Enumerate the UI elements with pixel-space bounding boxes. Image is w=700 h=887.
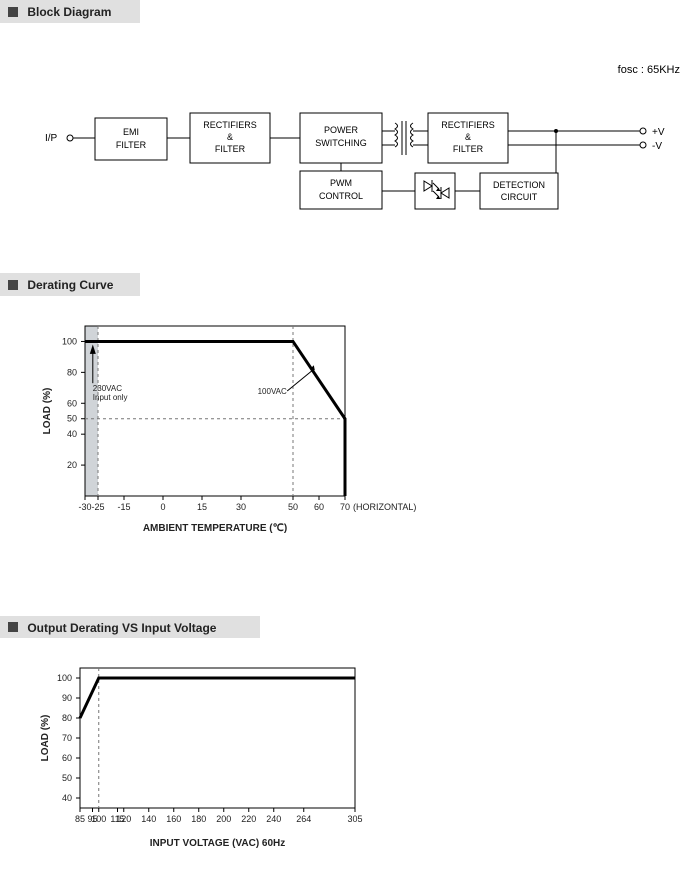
svg-text:60: 60: [67, 398, 77, 408]
svg-text:70: 70: [62, 733, 72, 743]
svg-text:100: 100: [57, 673, 72, 683]
svg-text:80: 80: [67, 367, 77, 377]
svg-text:15: 15: [197, 502, 207, 512]
output-pos-label: +V: [652, 127, 665, 138]
output-neg-label: -V: [652, 141, 662, 152]
svg-text:(HORIZONTAL): (HORIZONTAL): [353, 502, 416, 512]
fosc-label: fosc : 65KHz: [618, 64, 680, 76]
rect2-text2: &: [465, 132, 471, 142]
svg-text:85: 85: [75, 814, 85, 824]
bullet-icon: [8, 622, 18, 632]
svg-text:60: 60: [62, 753, 72, 763]
section-header-output-derating: Output Derating VS Input Voltage: [0, 616, 260, 639]
svg-text:40: 40: [62, 793, 72, 803]
rect2-text1: RECTIFIERS: [441, 120, 495, 130]
block-diagram: fosc : 65KHz I/P EMI FILTER RECTIFIERS &…: [0, 23, 700, 243]
optocoupler-icon: [424, 180, 449, 199]
svg-text:-25: -25: [91, 502, 104, 512]
svg-text:-15: -15: [117, 502, 130, 512]
emi-text2: FILTER: [116, 140, 147, 150]
svg-text:100: 100: [91, 814, 106, 824]
svg-text:160: 160: [166, 814, 181, 824]
svg-text:70: 70: [340, 502, 350, 512]
svg-text:90: 90: [62, 693, 72, 703]
svg-text:30: 30: [236, 502, 246, 512]
rect1-text3: FILTER: [215, 144, 246, 154]
det-text2: CIRCUIT: [501, 192, 538, 202]
svg-text:180: 180: [191, 814, 206, 824]
det-text1: DETECTION: [493, 180, 545, 190]
bullet-icon: [8, 280, 18, 290]
section-title: Block Diagram: [27, 5, 111, 19]
output-pos-terminal-icon: [640, 128, 646, 134]
svg-text:50: 50: [288, 502, 298, 512]
svg-text:LOAD (%): LOAD (%): [42, 387, 53, 434]
svg-text:140: 140: [141, 814, 156, 824]
svg-text:200: 200: [216, 814, 231, 824]
emi-text1: EMI: [123, 127, 139, 137]
detection-circuit-box: [480, 173, 558, 209]
svg-text:305: 305: [347, 814, 362, 824]
svg-text:264: 264: [296, 814, 311, 824]
transformer-icon: [382, 121, 428, 155]
power-text1: POWER: [324, 125, 359, 135]
derating-chart: -30-25 -15 0 15 30 50 60 70(HORIZONTAL) 20 40 50 60…: [0, 311, 700, 566]
svg-text:-30: -30: [78, 502, 91, 512]
svg-text:220: 220: [241, 814, 256, 824]
svg-text:120: 120: [116, 814, 131, 824]
input-label: I/P: [45, 133, 58, 144]
svg-text:AMBIENT TEMPERATURE (℃): AMBIENT TEMPERATURE (℃): [143, 523, 287, 534]
pwm-control-box: [300, 171, 382, 209]
pwm-text1: PWM: [330, 178, 352, 188]
svg-text:INPUT VOLTAGE (VAC) 60Hz: INPUT VOLTAGE (VAC) 60Hz: [150, 838, 286, 849]
svg-text:50: 50: [62, 773, 72, 783]
rect2-text3: FILTER: [453, 144, 484, 154]
input-terminal-icon: [67, 135, 73, 141]
section-header-derating: Derating Curve: [0, 273, 140, 296]
power-text2: SWITCHING: [315, 138, 367, 148]
svg-text:230VAC: 230VAC: [93, 384, 122, 393]
rect1-text2: &: [227, 132, 233, 142]
svg-text:LOAD (%): LOAD (%): [40, 715, 51, 762]
output-derating-chart: 8595100115120140160180200220240264305405…: [0, 653, 700, 863]
rect1-text1: RECTIFIERS: [203, 120, 257, 130]
svg-text:100VAC: 100VAC: [258, 387, 287, 396]
svg-text:Input only: Input only: [93, 393, 128, 402]
svg-text:80: 80: [62, 713, 72, 723]
svg-text:40: 40: [67, 429, 77, 439]
section-title: Derating Curve: [27, 278, 113, 292]
svg-text:100: 100: [62, 336, 77, 346]
output-neg-terminal-icon: [640, 142, 646, 148]
svg-text:60: 60: [314, 502, 324, 512]
svg-text:0: 0: [160, 502, 165, 512]
section-title: Output Derating VS Input Voltage: [27, 620, 216, 634]
emi-filter-box: [95, 118, 167, 160]
svg-text:50: 50: [67, 413, 77, 423]
svg-text:240: 240: [266, 814, 281, 824]
pwm-text2: CONTROL: [319, 191, 363, 201]
section-header-block: Block Diagram: [0, 0, 140, 23]
svg-text:20: 20: [67, 460, 77, 470]
bullet-icon: [8, 7, 18, 17]
